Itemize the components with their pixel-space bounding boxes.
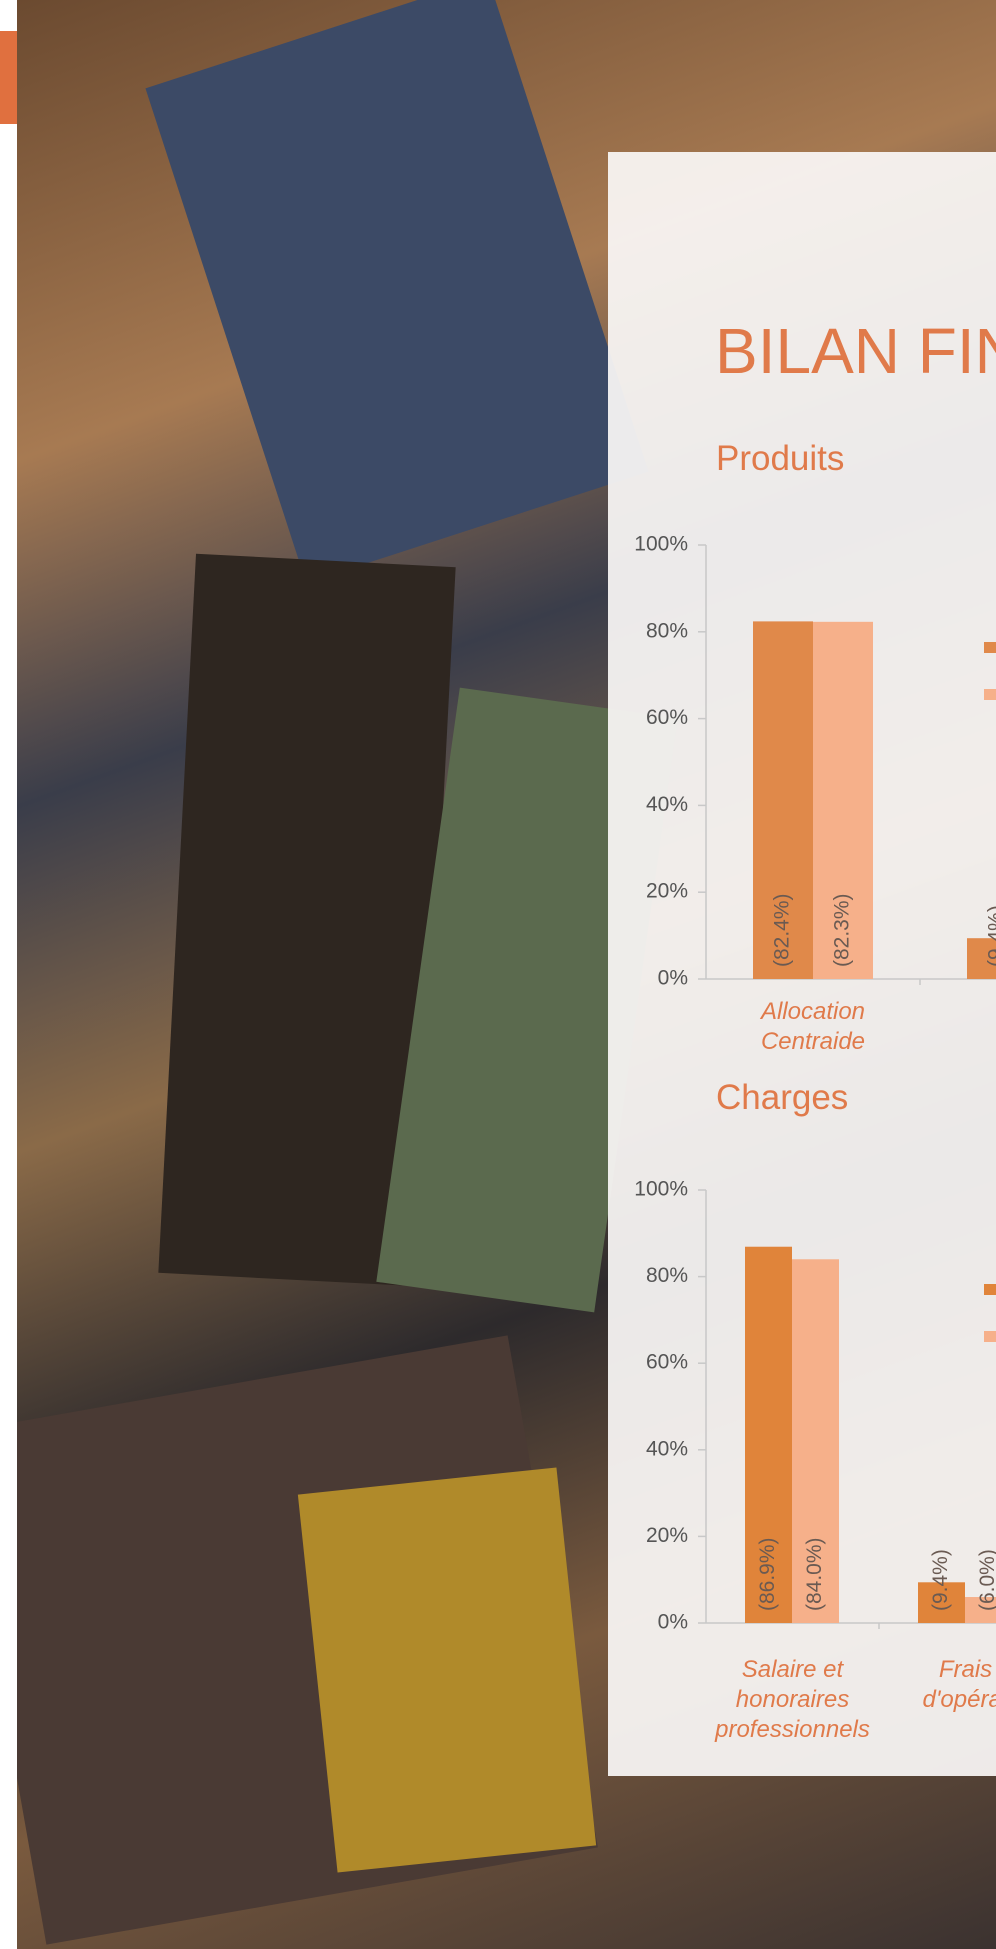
y-tick-label: 40%: [646, 793, 688, 816]
chart-subtitle: Charges: [716, 1078, 848, 1117]
page-title: BILAN FIN: [715, 315, 996, 387]
legend-swatch: [984, 1284, 996, 1295]
legend-swatch: [984, 1331, 996, 1342]
y-tick-label: 0%: [658, 967, 688, 990]
chart-subtitle: Produits: [716, 439, 844, 478]
y-tick-label: 100%: [634, 533, 688, 556]
value-label: (9.4%): [929, 1549, 952, 1611]
legend-swatch: [984, 642, 996, 653]
y-tick-label: 80%: [646, 619, 688, 642]
y-tick-label: 0%: [658, 1611, 688, 1634]
y-tick-label: 20%: [646, 880, 688, 903]
value-label: (9.4%): [985, 905, 996, 967]
charts: BILAN FIN Produits 0% 20% 40% 60% 80% 100% Allo…: [0, 0, 996, 1949]
page: BILAN FIN Produits 0% 20% 40% 60% 80% 100% Allo…: [0, 0, 996, 1949]
value-label: (82.4%): [771, 893, 794, 967]
value-label: (6.0%): [976, 1549, 996, 1611]
value-label: (86.9%): [756, 1537, 779, 1611]
y-tick-label: 100%: [634, 1178, 688, 1201]
y-tick-label: 60%: [646, 1351, 688, 1374]
y-tick-label: 80%: [646, 1264, 688, 1287]
y-tick-label: 60%: [646, 706, 688, 729]
y-tick-label: 40%: [646, 1437, 688, 1460]
value-label: (84.0%): [803, 1537, 826, 1611]
value-label: (82.3%): [831, 893, 854, 967]
y-tick-label: 20%: [646, 1524, 688, 1547]
legend-swatch: [984, 689, 996, 700]
